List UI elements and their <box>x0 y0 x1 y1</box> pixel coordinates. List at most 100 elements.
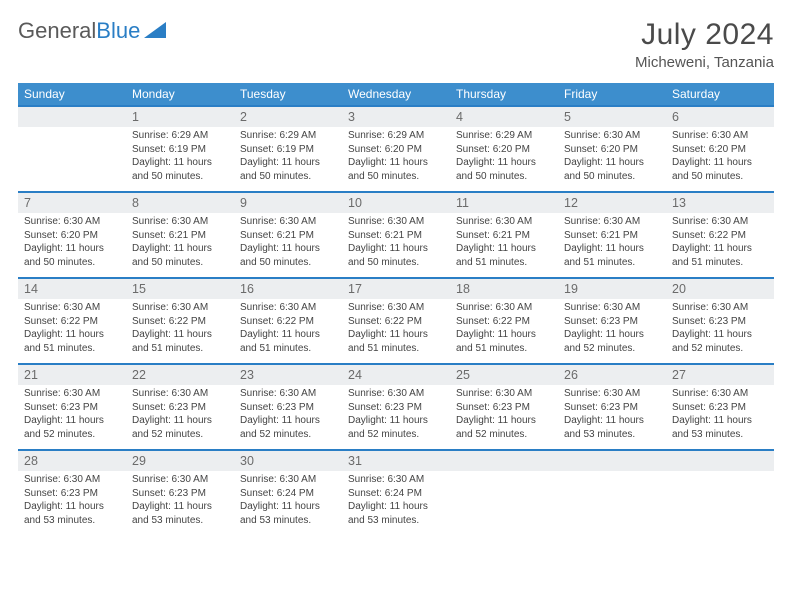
sunrise-line: Sunrise: 6:30 AM <box>132 215 228 229</box>
daylight-line: Daylight: 11 hours and 51 minutes. <box>456 328 552 355</box>
day-number-cell: 2 <box>234 106 342 127</box>
day-content-cell: Sunrise: 6:29 AMSunset: 6:19 PMDaylight:… <box>234 127 342 192</box>
day-content-cell: Sunrise: 6:30 AMSunset: 6:23 PMDaylight:… <box>342 385 450 450</box>
day-number-cell: 24 <box>342 364 450 385</box>
sunrise-line: Sunrise: 6:30 AM <box>24 301 120 315</box>
day-number-cell: 12 <box>558 192 666 213</box>
sunset-line: Sunset: 6:22 PM <box>24 315 120 329</box>
day-content-cell: Sunrise: 6:30 AMSunset: 6:22 PMDaylight:… <box>18 299 126 364</box>
sunset-line: Sunset: 6:23 PM <box>564 315 660 329</box>
weekday-header: Wednesday <box>342 83 450 106</box>
calendar-page: GeneralBlue July 2024 Micheweni, Tanzani… <box>0 0 792 535</box>
sunrise-line: Sunrise: 6:30 AM <box>348 473 444 487</box>
sunset-line: Sunset: 6:24 PM <box>240 487 336 501</box>
sunset-line: Sunset: 6:23 PM <box>24 487 120 501</box>
day-content-cell: Sunrise: 6:30 AMSunset: 6:22 PMDaylight:… <box>126 299 234 364</box>
day-content-cell: Sunrise: 6:30 AMSunset: 6:23 PMDaylight:… <box>126 471 234 535</box>
weekday-header: Monday <box>126 83 234 106</box>
day-content-cell: Sunrise: 6:30 AMSunset: 6:23 PMDaylight:… <box>666 385 774 450</box>
day-content-cell: Sunrise: 6:30 AMSunset: 6:21 PMDaylight:… <box>558 213 666 278</box>
daylight-line: Daylight: 11 hours and 53 minutes. <box>672 414 768 441</box>
day-number-cell: 15 <box>126 278 234 299</box>
day-number-cell: 3 <box>342 106 450 127</box>
day-content-cell <box>666 471 774 535</box>
sunset-line: Sunset: 6:20 PM <box>24 229 120 243</box>
sunrise-line: Sunrise: 6:30 AM <box>24 473 120 487</box>
daylight-line: Daylight: 11 hours and 52 minutes. <box>24 414 120 441</box>
day-content-row: Sunrise: 6:30 AMSunset: 6:23 PMDaylight:… <box>18 471 774 535</box>
daylight-line: Daylight: 11 hours and 50 minutes. <box>132 156 228 183</box>
sunset-line: Sunset: 6:21 PM <box>132 229 228 243</box>
sunrise-line: Sunrise: 6:30 AM <box>240 215 336 229</box>
daylight-line: Daylight: 11 hours and 52 minutes. <box>132 414 228 441</box>
sunrise-line: Sunrise: 6:30 AM <box>456 387 552 401</box>
daylight-line: Daylight: 11 hours and 53 minutes. <box>348 500 444 527</box>
day-number-cell: 31 <box>342 450 450 471</box>
day-number-cell: 18 <box>450 278 558 299</box>
sunset-line: Sunset: 6:20 PM <box>348 143 444 157</box>
sunrise-line: Sunrise: 6:29 AM <box>456 129 552 143</box>
sunset-line: Sunset: 6:20 PM <box>564 143 660 157</box>
day-content-cell: Sunrise: 6:30 AMSunset: 6:22 PMDaylight:… <box>234 299 342 364</box>
daylight-line: Daylight: 11 hours and 50 minutes. <box>456 156 552 183</box>
daylight-line: Daylight: 11 hours and 51 minutes. <box>24 328 120 355</box>
day-content-cell: Sunrise: 6:30 AMSunset: 6:22 PMDaylight:… <box>342 299 450 364</box>
day-content-cell: Sunrise: 6:29 AMSunset: 6:20 PMDaylight:… <box>342 127 450 192</box>
day-content-cell: Sunrise: 6:30 AMSunset: 6:21 PMDaylight:… <box>234 213 342 278</box>
weekday-header: Tuesday <box>234 83 342 106</box>
sunset-line: Sunset: 6:22 PM <box>672 229 768 243</box>
day-content-cell: Sunrise: 6:30 AMSunset: 6:21 PMDaylight:… <box>450 213 558 278</box>
logo: GeneralBlue <box>18 18 166 44</box>
day-content-cell <box>558 471 666 535</box>
sunrise-line: Sunrise: 6:30 AM <box>564 129 660 143</box>
logo-text-general: General <box>18 18 96 44</box>
day-content-cell: Sunrise: 6:30 AMSunset: 6:21 PMDaylight:… <box>342 213 450 278</box>
day-number-cell: 22 <box>126 364 234 385</box>
daylight-line: Daylight: 11 hours and 51 minutes. <box>348 328 444 355</box>
sunrise-line: Sunrise: 6:30 AM <box>564 387 660 401</box>
sunrise-line: Sunrise: 6:29 AM <box>348 129 444 143</box>
day-content-cell: Sunrise: 6:29 AMSunset: 6:20 PMDaylight:… <box>450 127 558 192</box>
sunset-line: Sunset: 6:21 PM <box>348 229 444 243</box>
daylight-line: Daylight: 11 hours and 53 minutes. <box>132 500 228 527</box>
weekday-header: Sunday <box>18 83 126 106</box>
sunrise-line: Sunrise: 6:30 AM <box>456 301 552 315</box>
daylight-line: Daylight: 11 hours and 50 minutes. <box>240 242 336 269</box>
day-content-row: Sunrise: 6:29 AMSunset: 6:19 PMDaylight:… <box>18 127 774 192</box>
sunset-line: Sunset: 6:21 PM <box>456 229 552 243</box>
sunrise-line: Sunrise: 6:30 AM <box>24 215 120 229</box>
daylight-line: Daylight: 11 hours and 50 minutes. <box>348 242 444 269</box>
sunrise-line: Sunrise: 6:30 AM <box>564 215 660 229</box>
day-number-cell <box>450 450 558 471</box>
sunset-line: Sunset: 6:24 PM <box>348 487 444 501</box>
day-number-row: 28293031 <box>18 450 774 471</box>
day-number-cell: 1 <box>126 106 234 127</box>
day-number-cell: 28 <box>18 450 126 471</box>
day-content-cell: Sunrise: 6:30 AMSunset: 6:21 PMDaylight:… <box>126 213 234 278</box>
daylight-line: Daylight: 11 hours and 52 minutes. <box>348 414 444 441</box>
daylight-line: Daylight: 11 hours and 51 minutes. <box>564 242 660 269</box>
daylight-line: Daylight: 11 hours and 51 minutes. <box>240 328 336 355</box>
sunrise-line: Sunrise: 6:30 AM <box>132 473 228 487</box>
day-content-cell <box>18 127 126 192</box>
day-number-cell <box>18 106 126 127</box>
sunrise-line: Sunrise: 6:30 AM <box>672 387 768 401</box>
day-content-cell: Sunrise: 6:30 AMSunset: 6:22 PMDaylight:… <box>450 299 558 364</box>
sunset-line: Sunset: 6:23 PM <box>132 401 228 415</box>
day-content-cell: Sunrise: 6:30 AMSunset: 6:20 PMDaylight:… <box>18 213 126 278</box>
sunrise-line: Sunrise: 6:30 AM <box>348 215 444 229</box>
weekday-header-row: SundayMondayTuesdayWednesdayThursdayFrid… <box>18 83 774 106</box>
day-number-cell <box>558 450 666 471</box>
day-content-row: Sunrise: 6:30 AMSunset: 6:22 PMDaylight:… <box>18 299 774 364</box>
day-number-cell: 29 <box>126 450 234 471</box>
sunrise-line: Sunrise: 6:30 AM <box>348 301 444 315</box>
daylight-line: Daylight: 11 hours and 50 minutes. <box>240 156 336 183</box>
weekday-header: Friday <box>558 83 666 106</box>
daylight-line: Daylight: 11 hours and 52 minutes. <box>672 328 768 355</box>
location-label: Micheweni, Tanzania <box>635 54 774 71</box>
sunrise-line: Sunrise: 6:30 AM <box>132 301 228 315</box>
sunrise-line: Sunrise: 6:29 AM <box>240 129 336 143</box>
day-content-cell: Sunrise: 6:30 AMSunset: 6:24 PMDaylight:… <box>342 471 450 535</box>
day-number-cell: 11 <box>450 192 558 213</box>
daylight-line: Daylight: 11 hours and 51 minutes. <box>672 242 768 269</box>
